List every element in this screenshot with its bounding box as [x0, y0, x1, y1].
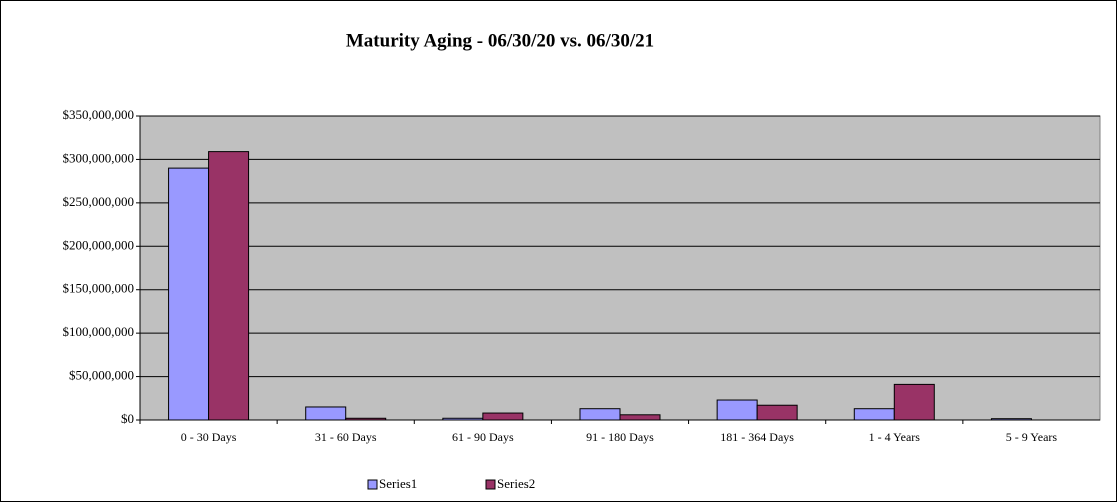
y-tick-label: $100,000,000 [63, 324, 135, 339]
x-tick-label: 181 - 364 Days [720, 430, 794, 444]
legend-swatch [367, 479, 378, 490]
bar [853, 408, 895, 421]
y-tick-label: $50,000,000 [69, 368, 134, 383]
bar [482, 412, 524, 421]
bar [579, 408, 621, 421]
bar [716, 399, 758, 421]
x-tick-label: 61 - 90 Days [452, 430, 514, 444]
x-tick-label: 91 - 180 Days [586, 430, 654, 444]
x-tick-label: 1 - 4 Years [869, 430, 921, 444]
y-tick-label: $350,000,000 [63, 107, 135, 122]
bar [305, 406, 347, 421]
x-tick-label: 5 - 9 Years [1006, 430, 1058, 444]
legend-label: Series2 [497, 476, 535, 491]
legend-label: Series1 [379, 476, 417, 491]
y-tick-label: $200,000,000 [63, 237, 135, 252]
bar [345, 417, 387, 421]
y-tick-label: $0 [121, 411, 134, 426]
bar [990, 418, 1032, 421]
x-tick-label: 31 - 60 Days [315, 430, 377, 444]
bar [893, 383, 935, 421]
bar [208, 151, 250, 421]
y-tick-label: $150,000,000 [63, 281, 135, 296]
legend-swatch [485, 479, 496, 490]
x-tick-label: 0 - 30 Days [181, 430, 237, 444]
bar [756, 404, 798, 421]
bar [442, 417, 484, 421]
plot-area [139, 115, 1101, 421]
y-tick-label: $300,000,000 [63, 150, 135, 165]
bar [619, 414, 661, 421]
y-tick-label: $250,000,000 [63, 194, 135, 209]
chart-title: Maturity Aging - 06/30/20 vs. 06/30/21 [346, 30, 654, 51]
bar [168, 167, 210, 421]
